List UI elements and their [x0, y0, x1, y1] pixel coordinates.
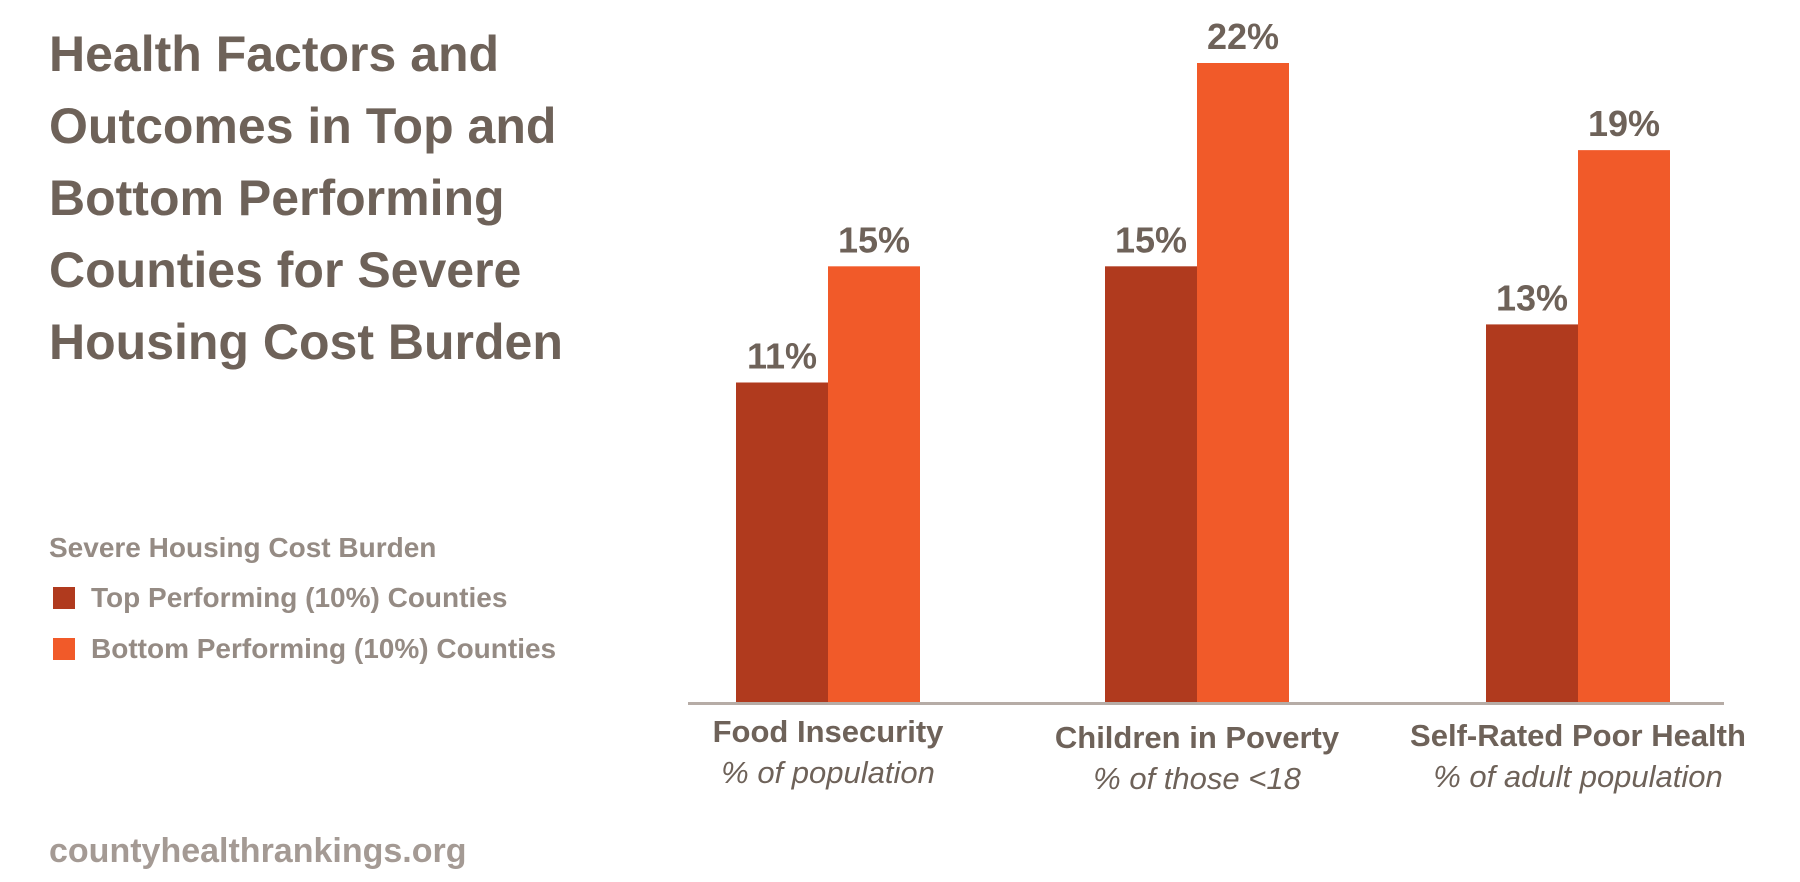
data-label-top-3: 13% [1496, 277, 1568, 318]
legend-item-bottom: Bottom Performing (10%) Counties [49, 628, 609, 670]
legend-label-bottom: Bottom Performing (10%) Counties [91, 633, 557, 664]
category-label-3: Self-Rated Poor Health [1410, 718, 1746, 753]
bar-bottom-3 [1578, 150, 1670, 703]
data-label-top-1: 11% [747, 336, 817, 377]
chart-title: Health Factors and Outcomes in Top and B… [49, 18, 609, 378]
data-label-bottom-1: 15% [838, 219, 910, 260]
chart-title-line-3: Bottom Performing [49, 170, 505, 226]
legend-item-top: Top Performing (10%) Counties [49, 577, 609, 619]
chart-title-line-1: Health Factors and [49, 26, 500, 82]
chart-title-line-4: Counties for Severe [49, 242, 522, 298]
category-label-1: Food Insecurity [713, 714, 945, 749]
chart-title-line-5: Housing Cost Burden [49, 314, 563, 370]
bar-bottom-2 [1197, 63, 1289, 702]
legend-swatch-top [53, 587, 75, 609]
chart-title-line-2: Outcomes in Top and [49, 98, 557, 154]
data-label-top-2: 15% [1115, 219, 1187, 260]
data-label-bottom-3: 19% [1588, 103, 1660, 144]
legend-swatch-bottom [53, 638, 75, 660]
legend-label-top: Top Performing (10%) Counties [91, 582, 508, 613]
data-label-bottom-2: 22% [1207, 16, 1279, 57]
legend: Severe Housing Cost Burden Top Performin… [49, 528, 609, 670]
category-subtitle-1: % of population [721, 755, 935, 790]
category-subtitle-3: % of adult population [1433, 759, 1723, 794]
bar-top-1 [736, 382, 828, 702]
bar-bottom-1 [828, 266, 920, 702]
source-credit: countyhealthrankings.org [49, 832, 467, 870]
legend-title: Severe Housing Cost Burden [49, 532, 437, 563]
bar-top-3 [1486, 324, 1578, 702]
category-subtitle-2: % of those <18 [1093, 761, 1301, 796]
category-label-2: Children in Poverty [1055, 720, 1340, 755]
bar-top-2 [1105, 266, 1197, 702]
